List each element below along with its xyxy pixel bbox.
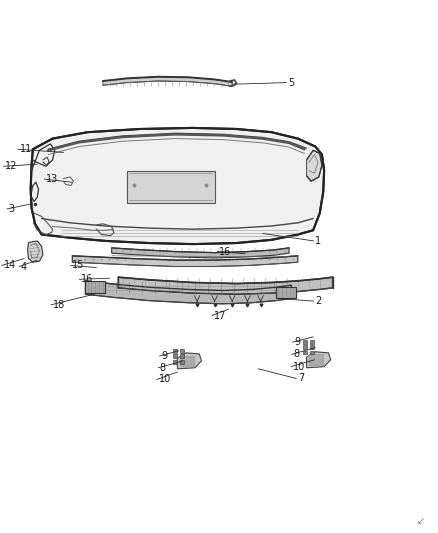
Polygon shape: [85, 281, 105, 293]
Bar: [310, 351, 314, 354]
Text: 7: 7: [298, 374, 304, 383]
Text: 17: 17: [214, 311, 226, 320]
Bar: [303, 345, 307, 349]
Polygon shape: [307, 150, 322, 181]
Text: 18: 18: [53, 300, 65, 310]
Polygon shape: [127, 171, 215, 203]
Text: 16: 16: [219, 247, 231, 256]
Text: ↙: ↙: [417, 516, 424, 526]
Polygon shape: [112, 248, 289, 258]
Text: 14: 14: [4, 261, 16, 270]
Text: 3: 3: [9, 204, 15, 214]
Polygon shape: [31, 128, 324, 244]
Bar: [303, 340, 307, 344]
Text: 8: 8: [293, 350, 300, 359]
Text: 4: 4: [21, 262, 27, 271]
Text: 10: 10: [159, 375, 171, 384]
Bar: [310, 345, 314, 349]
Bar: [173, 354, 177, 358]
Bar: [173, 360, 177, 364]
Text: 10: 10: [293, 362, 305, 372]
Text: 15: 15: [72, 261, 85, 270]
Text: 2: 2: [315, 296, 321, 306]
Text: 8: 8: [160, 363, 166, 373]
Text: 1: 1: [315, 236, 321, 246]
Polygon shape: [85, 281, 291, 304]
Text: 11: 11: [20, 144, 32, 154]
Text: 9: 9: [294, 337, 300, 347]
Polygon shape: [72, 256, 298, 266]
Polygon shape: [28, 241, 43, 262]
Text: 13: 13: [46, 174, 58, 184]
Bar: [180, 349, 184, 353]
Text: 12: 12: [5, 161, 18, 171]
Polygon shape: [276, 287, 296, 298]
Polygon shape: [307, 352, 331, 368]
Text: 9: 9: [161, 351, 167, 361]
Text: 16: 16: [81, 274, 93, 284]
Polygon shape: [177, 353, 201, 369]
Bar: [173, 349, 177, 353]
Text: 5: 5: [288, 78, 294, 87]
Bar: [180, 360, 184, 364]
Bar: [310, 340, 314, 344]
Polygon shape: [118, 277, 333, 294]
Bar: [303, 351, 307, 354]
Bar: [180, 354, 184, 358]
Polygon shape: [103, 77, 232, 86]
